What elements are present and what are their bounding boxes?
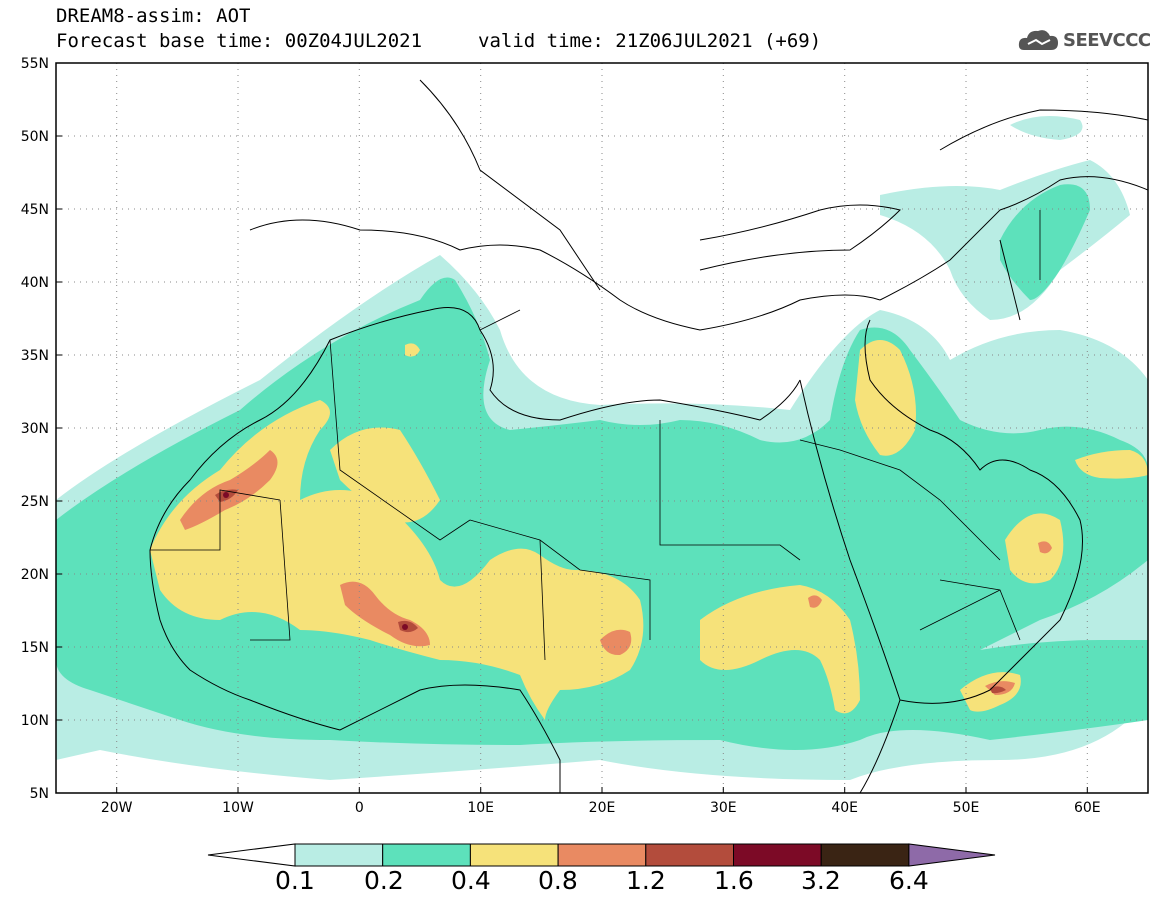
lon-label: 10E [467, 800, 494, 816]
lon-labels: 20W 10W 0 10E 20E 30E 40E 50E 60E [101, 800, 1101, 816]
lon-label: 20W [101, 800, 133, 816]
lat-label: 20N [21, 567, 49, 583]
colorbar-segment [469, 843, 559, 867]
colorbar-segment [557, 843, 647, 867]
axis-ticks [56, 62, 1088, 794]
lon-label: 0 [355, 800, 364, 816]
lon-label: 60E [1074, 800, 1101, 816]
aot-level-0.4 [150, 340, 1148, 720]
colorbar-label: 1.6 [714, 866, 754, 895]
colorbar-segment [733, 843, 822, 867]
cloud-logo-icon [1018, 30, 1058, 50]
colorbar-label: 0.2 [364, 866, 404, 895]
lon-label: 10W [222, 800, 254, 816]
colorbar-label: 1.2 [626, 866, 666, 895]
lat-label: 55N [21, 56, 49, 72]
lat-labels: 55N 50N 45N 40N 35N 30N 25N 20N 15N 10N … [21, 56, 49, 802]
logo-text: SEEVCCC [1063, 30, 1151, 51]
lat-label: 5N [30, 786, 49, 802]
lon-label: 50E [953, 800, 980, 816]
colorbar-label: 0.4 [451, 866, 491, 895]
colorbar-segment [645, 843, 734, 867]
lon-label: 30E [710, 800, 737, 816]
aot-level-1.6 [223, 492, 408, 630]
colorbar-segment [908, 843, 996, 867]
graticule [56, 63, 1148, 793]
colorbar-segment [820, 843, 910, 867]
lat-label: 40N [21, 275, 49, 291]
coastlines [149, 79, 1148, 793]
lat-label: 15N [21, 640, 49, 656]
country-borders [150, 210, 1041, 661]
colorbar-label: 3.2 [801, 866, 841, 895]
lon-label: 40E [831, 800, 858, 816]
aot-fields [56, 63, 1148, 793]
lat-label: 30N [21, 421, 49, 437]
product-title: DREAM8-assim: AOT [56, 5, 251, 27]
forecast-base-time: Forecast base time: 00Z04JUL2021 [56, 30, 423, 52]
lon-label: 20E [589, 800, 616, 816]
colorbar-segment [294, 843, 384, 867]
lat-label: 45N [21, 202, 49, 218]
lat-label: 10N [21, 713, 49, 729]
colorbar-label: 6.4 [889, 866, 929, 895]
lat-label: 50N [21, 129, 49, 145]
colorbar-label: 0.1 [275, 866, 315, 895]
lat-label: 25N [21, 494, 49, 510]
valid-time: valid time: 21Z06JUL2021 (+69) [478, 30, 822, 52]
colorbar-segment [207, 843, 296, 867]
colorbar-segment [382, 843, 471, 867]
lat-label: 35N [21, 348, 49, 364]
colorbar-label: 0.8 [538, 866, 578, 895]
